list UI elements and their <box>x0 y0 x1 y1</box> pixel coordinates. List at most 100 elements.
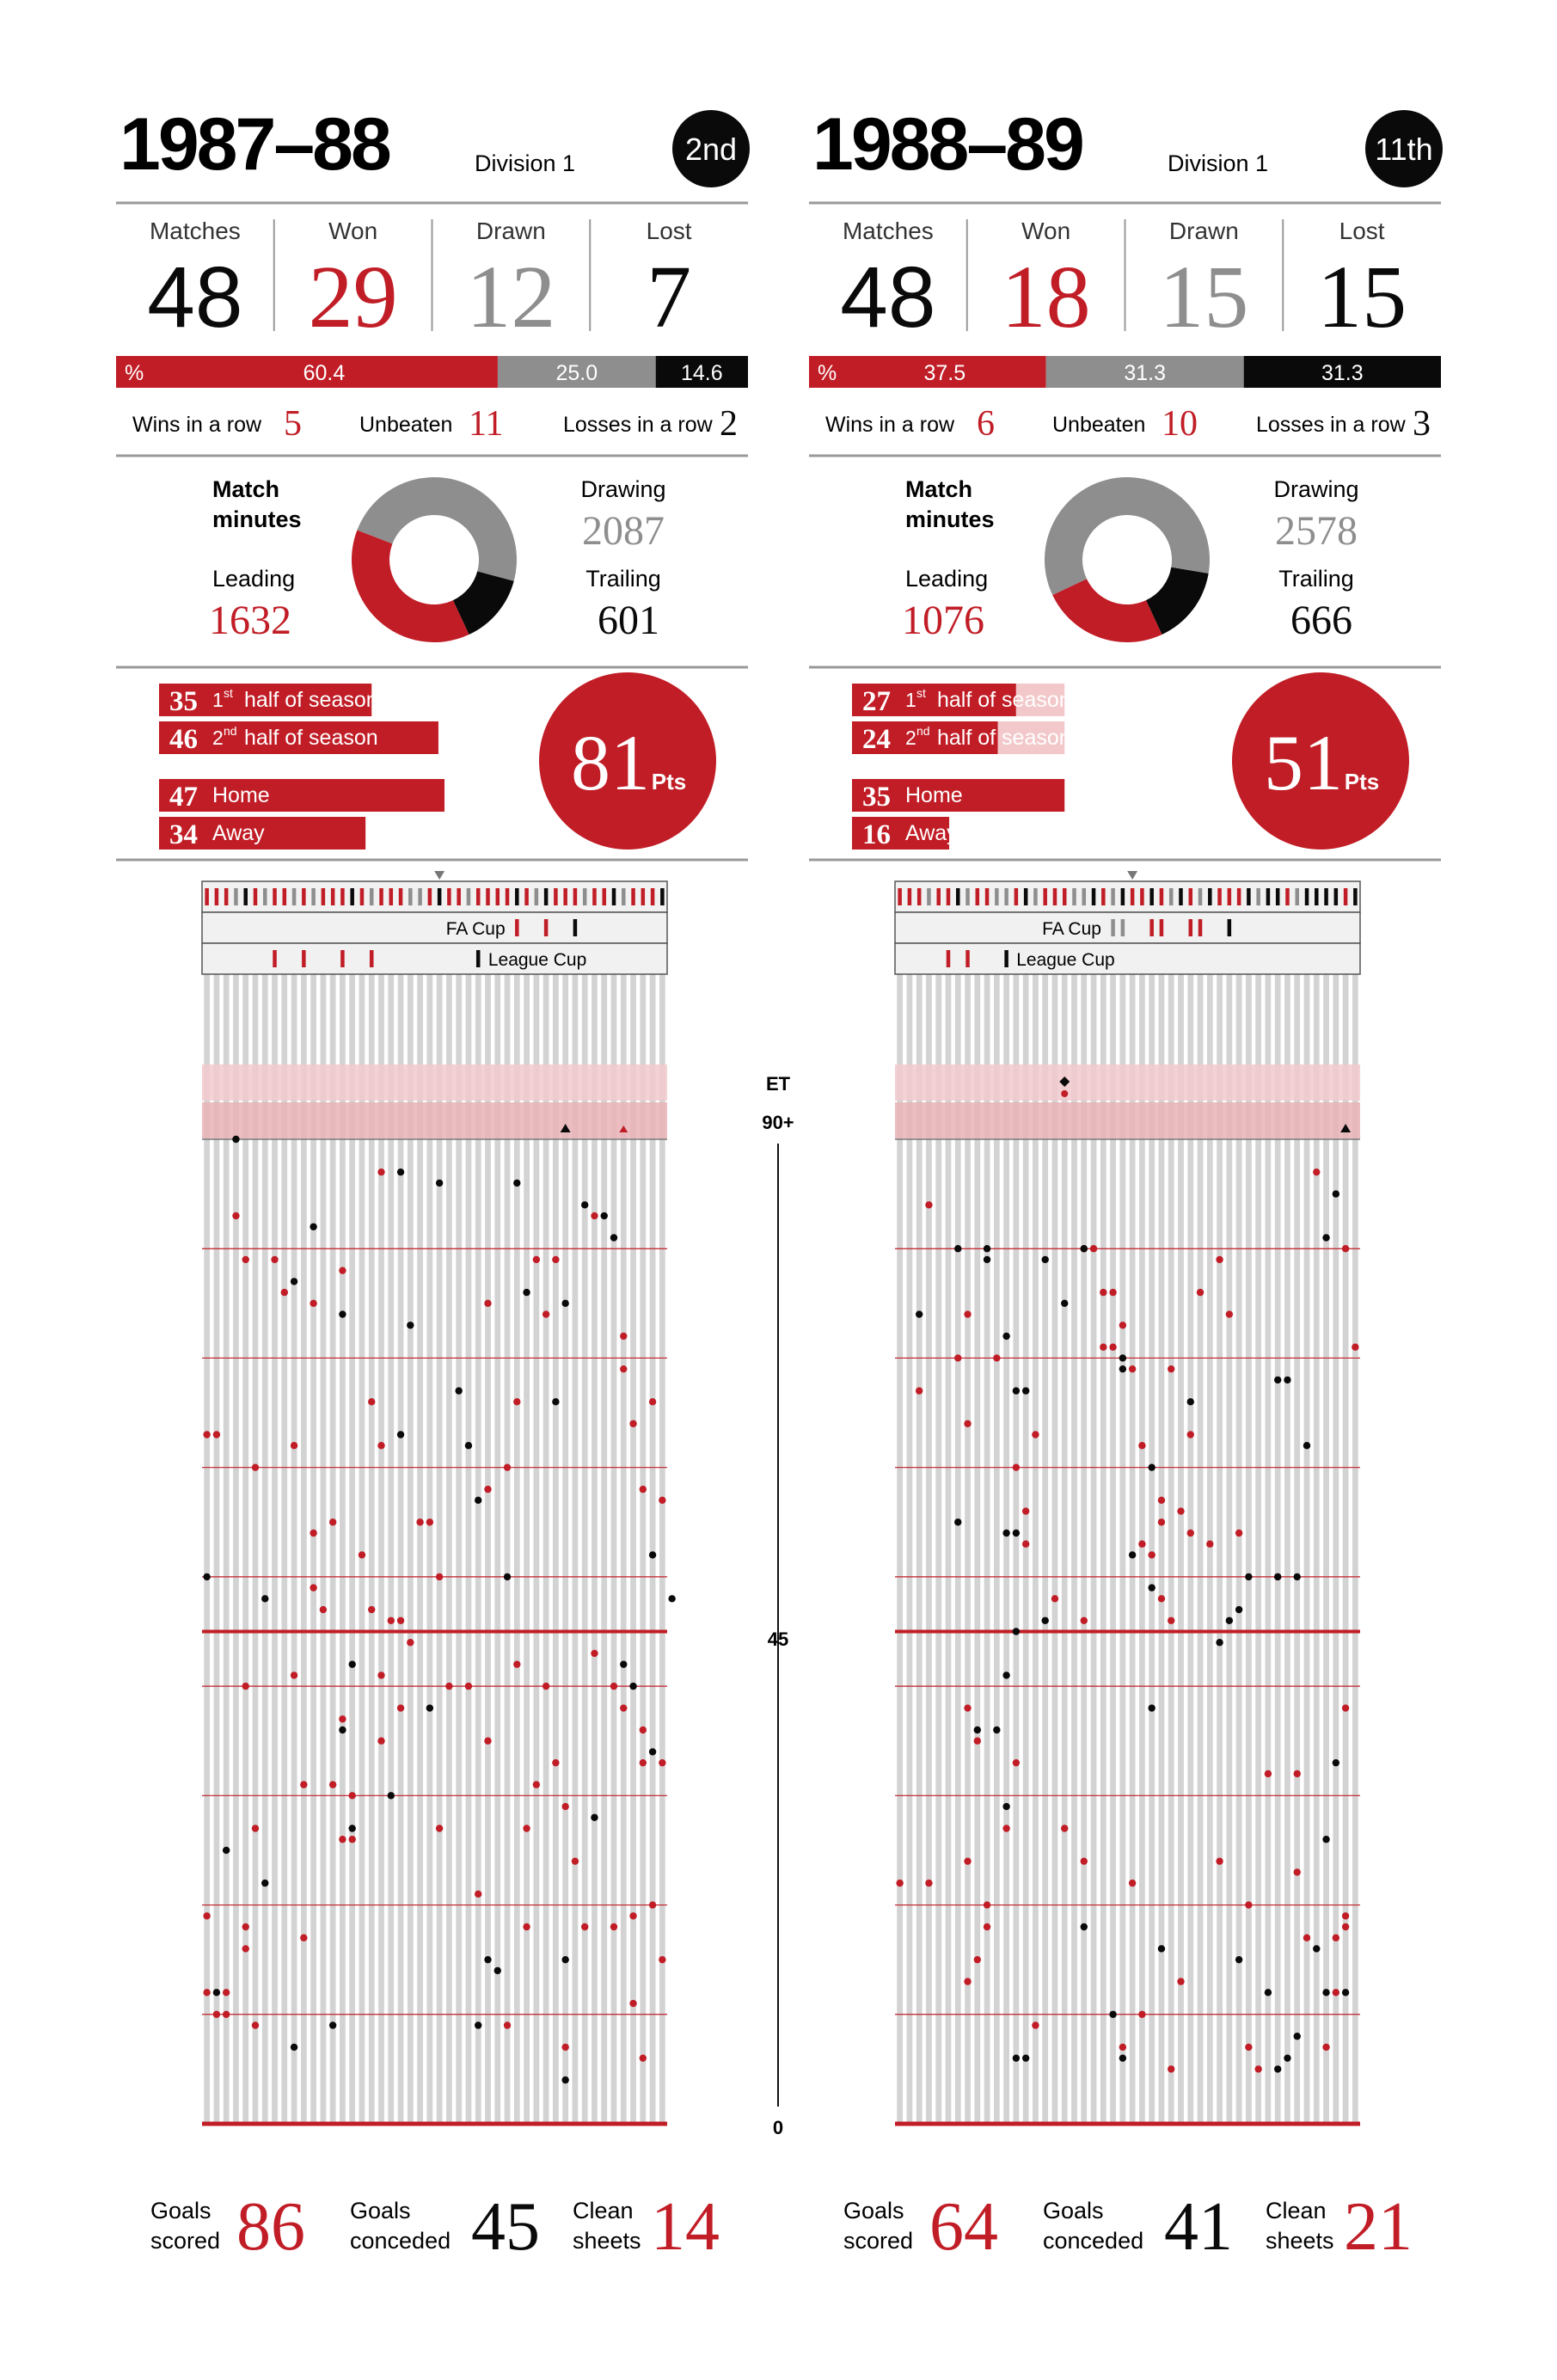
result-mark <box>302 888 306 905</box>
fa-cup-mark <box>1198 919 1203 936</box>
result-mark <box>543 888 549 905</box>
result-mark <box>563 888 567 905</box>
goal-scored-point <box>1021 1507 1030 1515</box>
goal-conceded-point <box>561 2076 569 2084</box>
goal-scored-point <box>1051 1595 1059 1603</box>
goal-conceded-point <box>1148 1704 1155 1712</box>
goal-scored-point <box>1157 1595 1166 1603</box>
wins-in-a-row-label: Wins in a row <box>825 413 955 437</box>
result-mark <box>330 888 335 905</box>
goal-conceded-point <box>561 1299 569 1308</box>
result-mark <box>1014 888 1019 905</box>
goal-scored-point <box>639 1726 647 1734</box>
result-mark <box>1111 888 1115 905</box>
match-column <box>630 881 636 2124</box>
points-bar-prefix: 2 <box>905 727 916 749</box>
match-column <box>1129 881 1136 2124</box>
goal-scored-point <box>1032 2021 1039 2029</box>
goal-conceded-point <box>1293 2033 1301 2040</box>
result-mark <box>1130 888 1135 905</box>
goals-scored-label-1: Goals <box>150 2198 211 2224</box>
axis-label-90: 90+ <box>762 1112 794 1133</box>
match-column <box>984 881 990 2124</box>
goal-scored-point <box>310 1529 317 1537</box>
goal-scored-point <box>203 1912 211 1920</box>
goal-conceded-point <box>1303 1442 1311 1450</box>
axis-label-0: 0 <box>773 2117 783 2138</box>
goal-scored-point <box>1264 1770 1272 1778</box>
clean-sheets-label-1: Clean <box>1266 2198 1327 2224</box>
result-mark <box>995 888 999 905</box>
goal-conceded-point <box>1322 1989 1330 1997</box>
goal-scored-point <box>377 1168 385 1176</box>
result-mark <box>1304 888 1309 905</box>
lost-value: 15 <box>1317 248 1407 347</box>
goal-conceded-point <box>348 1660 356 1668</box>
losses-in-a-row-value: 3 <box>1413 404 1431 444</box>
result-mark <box>1198 888 1203 905</box>
result-mark <box>1353 888 1358 905</box>
goal-scored-point <box>1216 1857 1223 1865</box>
result-mark <box>916 888 922 905</box>
points-bar-prefix: 2 <box>212 727 224 749</box>
goals-scored-label-2: scored <box>843 2228 913 2254</box>
result-mark <box>1236 888 1241 905</box>
result-mark <box>1256 888 1260 905</box>
result-mark <box>1101 888 1106 905</box>
goal-scored-point <box>242 1682 249 1690</box>
goal-scored-point <box>1128 1365 1137 1373</box>
trailing-label: Trailing <box>1278 566 1354 592</box>
goal-scored-point <box>435 1573 444 1581</box>
match-column <box>349 881 356 2124</box>
goal-conceded-point <box>1245 1573 1253 1581</box>
goal-scored-point <box>964 1978 972 1985</box>
goal-scored-point <box>222 2010 230 2018</box>
goal-conceded-point <box>484 1955 492 1964</box>
match-column <box>553 881 559 2124</box>
points-label: Pts <box>652 769 686 794</box>
goal-scored-point <box>983 1923 991 1931</box>
goal-scored-point <box>222 1989 230 1997</box>
goal-scored-point <box>610 1682 618 1690</box>
goal-conceded-point <box>396 1431 405 1438</box>
goal-conceded-point <box>1080 1923 1088 1931</box>
pct-lost-label: 31.3 <box>1321 361 1364 385</box>
goal-scored-point <box>1177 1507 1185 1515</box>
result-mark <box>291 888 297 905</box>
et-marker <box>1059 1077 1070 1087</box>
goal-scored-point <box>503 2021 512 2029</box>
pct-bar-lost <box>1243 356 1441 388</box>
goal-scored-point <box>1138 2010 1146 2018</box>
goal-conceded-point <box>261 1879 269 1887</box>
points-bar-value: 27 <box>862 686 891 717</box>
result-mark <box>437 888 442 905</box>
clean-sheets-label-2: sheets <box>573 2228 641 2254</box>
goal-conceded-point <box>1235 1605 1243 1614</box>
fa-cup-mark <box>573 919 578 936</box>
goal-scored-point <box>1080 1857 1088 1865</box>
pct-bar-won <box>809 356 1046 388</box>
goal-conceded-point <box>1002 1332 1010 1340</box>
match-column <box>252 881 259 2124</box>
goal-scored-point <box>1235 1529 1243 1537</box>
result-mark <box>975 888 980 905</box>
match-column <box>1042 881 1049 2124</box>
goal-scored-point <box>203 1431 211 1438</box>
match-column <box>456 881 463 2124</box>
goal-conceded-point <box>600 1211 608 1220</box>
match-column <box>974 881 981 2124</box>
goal-scored-point <box>212 2010 221 2018</box>
goal-scored-point <box>251 1463 260 1471</box>
goals-scored-label-1: Goals <box>843 2198 904 2224</box>
result-mark <box>1052 888 1057 905</box>
goal-conceded-point <box>552 1398 560 1406</box>
result-mark <box>573 888 578 905</box>
result-mark <box>1315 888 1319 905</box>
match-column <box>1303 881 1310 2124</box>
match-column <box>1100 881 1106 2124</box>
points-label: Pts <box>1345 769 1379 794</box>
goal-conceded-point <box>620 1660 628 1668</box>
extra-time-band <box>895 1102 1360 1138</box>
result-mark <box>1333 888 1339 905</box>
goal-scored-point <box>1109 1343 1117 1351</box>
